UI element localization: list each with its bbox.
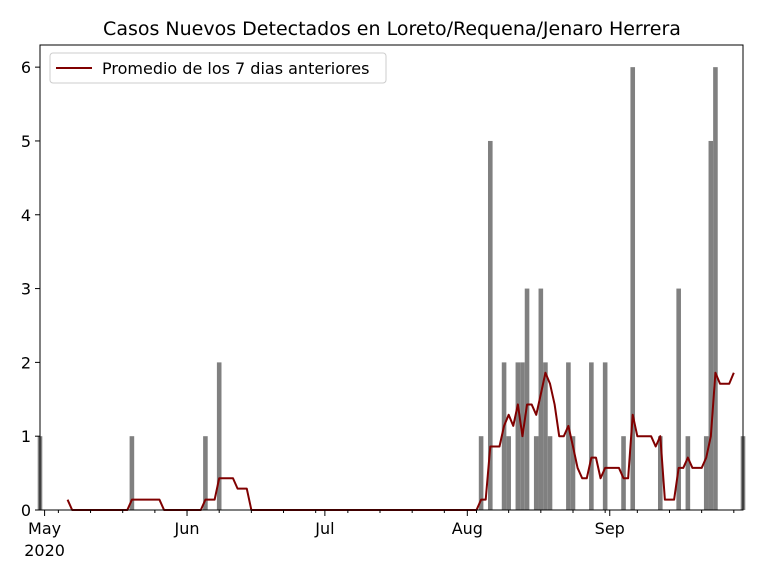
bar <box>589 362 594 510</box>
legend-label: Promedio de los 7 dias anteriores <box>102 59 369 78</box>
x-tick-label: Jul <box>314 519 334 538</box>
bar <box>547 436 553 510</box>
y-tick-label: 6 <box>21 58 31 77</box>
x-tick-label: Sep <box>595 519 625 538</box>
bar <box>129 436 135 510</box>
plot-frame <box>39 44 744 511</box>
bar <box>685 436 691 510</box>
bar <box>487 140 493 510</box>
series-line-7-day-average <box>66 371 735 511</box>
y-tick-label: 4 <box>21 206 31 225</box>
x-tick-label: Jun <box>174 519 200 538</box>
bar <box>478 436 484 510</box>
y-tick-label: 2 <box>21 353 31 372</box>
bar <box>713 67 718 511</box>
bar <box>543 362 548 510</box>
chart-title: Casos Nuevos Detectados en Loreto/Requen… <box>103 18 681 40</box>
x-tick-label: Aug <box>452 519 483 538</box>
y-tick-label: 3 <box>21 280 31 299</box>
bar <box>570 436 576 510</box>
bar <box>708 140 714 510</box>
axes-layer: 0 1 2 3 4 5 6 May 2020 Jun Jul Aug Sep <box>21 44 744 560</box>
bar <box>216 362 222 510</box>
y-tick-label: 1 <box>21 427 31 446</box>
line-layer <box>66 371 735 511</box>
legend: Promedio de los 7 dias anteriores <box>49 52 387 84</box>
bar <box>538 288 544 510</box>
bar <box>501 362 507 510</box>
x-year-label: 2020 <box>24 541 65 560</box>
bar <box>657 436 663 510</box>
bar <box>533 436 539 510</box>
bar <box>630 67 636 511</box>
y-tick-label: 0 <box>21 501 31 520</box>
bars-layer <box>37 67 746 511</box>
bar <box>203 436 208 510</box>
bar <box>703 436 709 510</box>
bar <box>524 288 530 510</box>
bar <box>566 362 571 510</box>
bar <box>602 362 608 510</box>
bar <box>515 362 521 510</box>
y-tick-label: 5 <box>21 132 31 151</box>
bar <box>506 436 511 510</box>
bar <box>621 436 626 510</box>
bar <box>676 288 681 510</box>
x-tick-label: May <box>28 519 61 538</box>
legend-frame <box>49 52 387 84</box>
